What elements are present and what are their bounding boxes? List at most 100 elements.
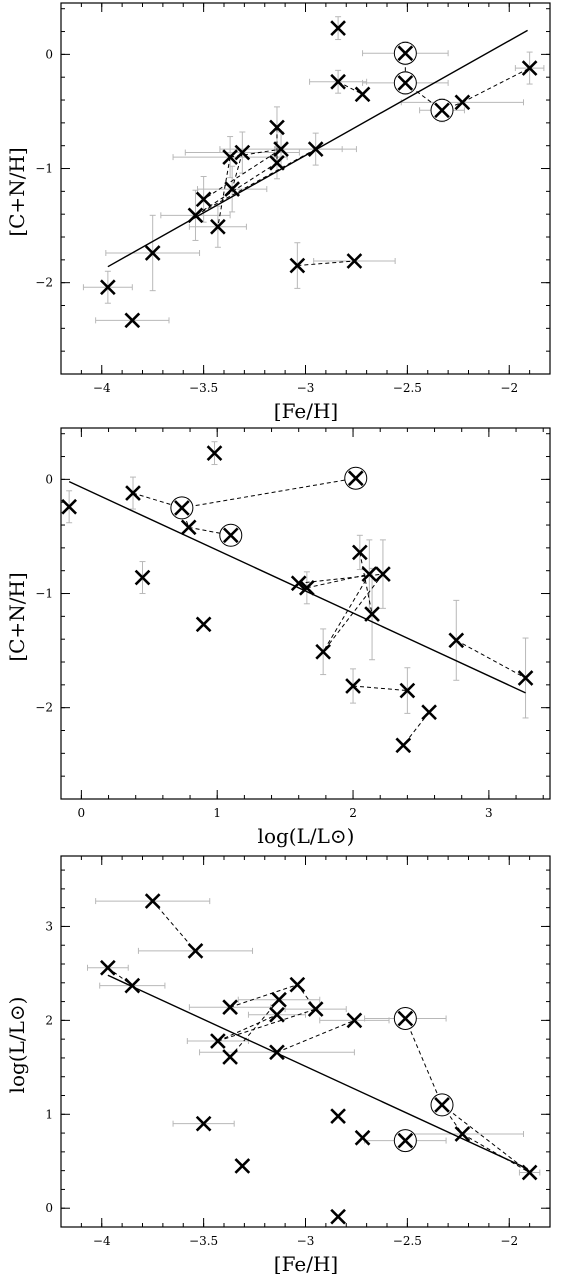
panel-2-x-marker <box>347 470 364 487</box>
panel-2-x-marker <box>299 579 315 596</box>
panel-3-x-tick-label: −2 <box>500 1234 518 1248</box>
panel-2-x-tick-label: 3 <box>485 806 493 820</box>
panel-1-x-marker <box>124 312 141 329</box>
panel-1-x-marker <box>195 191 212 208</box>
panel-3-x-marker <box>454 1126 471 1142</box>
panel-2-connection-line <box>306 573 370 589</box>
panel-1-ylabel: [C+N/H] <box>5 147 29 236</box>
panel-3-connection-line <box>229 999 280 1058</box>
panel-2-x-marker <box>125 485 141 501</box>
panel-1-x-tick-label: −2.5 <box>393 381 422 395</box>
panel-2-x-marker <box>399 682 416 699</box>
panel-3-connection-line <box>462 1133 530 1173</box>
panel-1-x-tick-label: −3 <box>297 381 315 395</box>
panel-2-x-marker <box>134 569 151 586</box>
panel-1-xlabel: [Fe/H] <box>274 399 338 423</box>
panel-3-x-marker <box>222 999 238 1016</box>
panel-3-y-tick-label: 0 <box>45 1201 53 1215</box>
panel-1-x-marker <box>354 86 371 103</box>
panel-1-x-tick-label: −3.5 <box>189 381 218 395</box>
panel-1-x-marker <box>224 181 240 197</box>
panel-1-x-marker <box>222 149 238 165</box>
panel-1-x-marker <box>330 73 346 90</box>
panel-1-x-marker <box>144 245 161 261</box>
panel-1-x-marker <box>289 257 306 274</box>
panel-1-x-marker <box>187 207 204 224</box>
panel-2-y-tick-label: −1 <box>35 587 53 601</box>
panel-3-x-marker <box>144 893 161 909</box>
panel-1-y-tick-label: 0 <box>45 47 53 61</box>
panel-2-x-marker <box>421 704 437 721</box>
panel-1-x-tick-label: −2 <box>500 381 518 395</box>
panel-3-x-marker <box>187 943 204 959</box>
panel-3-x-marker <box>269 1006 285 1023</box>
panel-2-x-marker <box>61 498 77 515</box>
panel-1-x-marker <box>434 102 450 119</box>
panel-2-x-marker <box>206 445 223 461</box>
panel-3-x-marker <box>307 1001 324 1017</box>
panel-2-x-marker <box>180 519 197 536</box>
panel-1-plot: −4 −3.5 −3 −2.5 −2 −2 −1 0 <box>35 2 551 395</box>
panel-3-x-marker <box>330 1208 346 1225</box>
panel-2: 0 1 2 3 −2 −1 0 log(L/L⊙) [C+N/H] <box>5 427 551 848</box>
panel-3-frame <box>60 855 551 1228</box>
panel-2-y-tick-label: 0 <box>45 472 53 486</box>
panel-1-x-marker <box>100 279 116 296</box>
panel-3-x-marker <box>269 1044 285 1061</box>
panel-3-x-marker <box>346 1012 363 1029</box>
panel-3-x-marker <box>234 1158 251 1174</box>
panel-2-connection-line <box>456 639 526 679</box>
panel-3-connection-line <box>217 1008 316 1042</box>
panel-3-y-tick-label: 2 <box>45 1013 53 1027</box>
panel-3-connection-line <box>441 1104 530 1173</box>
panel-1-x-marker <box>397 45 414 62</box>
panel-3-y-tick-label: 1 <box>45 1107 53 1121</box>
panel-1-connection-line <box>337 81 363 95</box>
panel-1-connection-line <box>203 148 282 200</box>
panel-2-x-marker <box>174 500 190 516</box>
panel-3-x-marker <box>124 977 141 994</box>
panel-3-x-marker <box>434 1097 450 1113</box>
panel-2-x-marker <box>448 632 465 649</box>
panel-2-x-marker <box>375 566 391 582</box>
panel-1-connection-line <box>195 148 316 216</box>
panel-3-connection-line <box>404 1018 443 1106</box>
panel-3-y-tick-label: 3 <box>45 919 53 933</box>
panel-1-x-marker <box>307 141 324 157</box>
panel-2-x-marker <box>345 678 361 694</box>
panel-3-x-tick-label: −3.5 <box>189 1234 218 1248</box>
panel-1-x-marker <box>269 119 285 136</box>
panel-2-connection-line <box>352 685 408 692</box>
panel-1-connection-line <box>297 260 355 267</box>
panel-1-x-marker <box>346 253 363 269</box>
panel-3-fit-line <box>107 974 528 1170</box>
panel-2-x-tick-label: 1 <box>213 806 221 820</box>
panel-1-x-marker <box>521 60 538 76</box>
panel-3: −4 −3.5 −3 −2.5 −2 0 1 2 3 [Fe/H] log(L/L⊙) <box>5 855 551 1276</box>
panel-2-x-marker <box>222 527 239 544</box>
panel-3-x-tick-label: −4 <box>93 1234 111 1248</box>
panel-3-x-marker <box>521 1164 538 1181</box>
panel-1-x-marker <box>269 154 285 171</box>
panel-3-connection-line <box>107 967 133 987</box>
panel-2-x-marker <box>290 575 307 592</box>
panel-1-connection-line <box>462 67 530 103</box>
panel-3-ylabel: log(L/L⊙) <box>5 997 29 1094</box>
panel-1-x-marker <box>454 94 471 111</box>
panel-2-fit-line <box>68 481 526 694</box>
panel-2-x-marker <box>517 670 534 686</box>
panel-2-xlabel: log(L/L⊙) <box>258 824 355 848</box>
panel-1: −4 −3.5 −3 −2.5 −2 −2 −1 0 [Fe/H] [C+N/H] <box>5 2 551 423</box>
panel-2-x-marker <box>361 566 378 582</box>
panel-1-x-marker <box>273 141 289 157</box>
panel-2-frame <box>60 427 551 800</box>
panel-1-y-tick-label: −2 <box>35 276 53 290</box>
panel-3-plot: −4 −3.5 −3 −2.5 −2 0 1 2 3 <box>45 855 551 1248</box>
panel-3-x-tick-label: −2.5 <box>393 1234 422 1248</box>
panel-2-connection-line <box>359 552 373 615</box>
panel-1-x-tick-label: −4 <box>93 381 111 395</box>
panel-2-x-marker <box>315 643 331 660</box>
panel-3-xlabel: [Fe/H] <box>274 1252 338 1276</box>
panel-3-x-marker <box>222 1049 238 1065</box>
panel-2-connection-line <box>181 477 356 509</box>
